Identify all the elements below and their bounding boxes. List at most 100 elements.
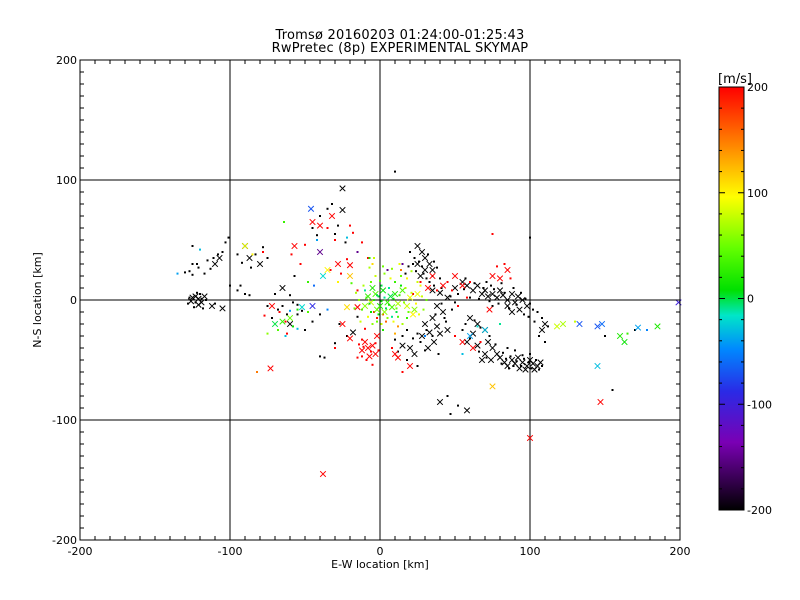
data-point-dot: [337, 224, 339, 227]
data-point-dot: [449, 413, 452, 415]
data-point-x: [523, 302, 531, 310]
data-point-dot: [368, 257, 371, 259]
data-point-dot: [212, 257, 215, 259]
x-tick-label: 200: [670, 545, 691, 558]
data-point-x: [279, 284, 286, 292]
data-point-dot: [254, 253, 257, 256]
data-point-x: [366, 353, 373, 360]
data-point-dot: [337, 281, 339, 283]
data-point-dot: [379, 279, 381, 282]
data-point-dot: [611, 389, 614, 391]
data-point-x: [489, 344, 496, 352]
data-point-dot: [200, 297, 203, 300]
data-point-dot: [421, 265, 423, 268]
data-point-dot: [292, 325, 294, 328]
data-point-x: [459, 338, 466, 346]
data-point-dot: [262, 246, 264, 249]
data-point-x: [216, 254, 223, 262]
data-point-dot: [397, 325, 399, 328]
data-point-dot: [400, 269, 402, 271]
data-point-dot: [451, 289, 453, 292]
y-tick-label: -100: [52, 414, 77, 427]
data-point-x: [373, 332, 381, 340]
data-point-dot: [449, 295, 452, 298]
data-point-dot: [356, 315, 359, 318]
data-point-dot: [410, 291, 413, 294]
data-point-dot: [266, 332, 269, 335]
data-point-dot: [316, 239, 318, 241]
data-point-dot: [188, 296, 191, 299]
data-point-dot: [206, 259, 209, 262]
chart-title: Tromsø 20160203 01:24:00-01:25:43: [275, 28, 525, 43]
data-point-dot: [346, 236, 348, 239]
data-point-dot: [319, 355, 321, 358]
data-point-x: [487, 356, 495, 364]
data-point-dot: [368, 266, 371, 269]
data-point-x: [399, 342, 406, 349]
data-point-x: [418, 332, 426, 340]
data-point-x: [319, 272, 327, 280]
data-point-dot: [485, 281, 488, 283]
data-point-dot: [646, 329, 648, 331]
data-point-dot: [440, 302, 443, 305]
data-point-x: [346, 272, 354, 280]
data-point-x: [478, 356, 486, 364]
data-point-dot: [416, 281, 419, 283]
data-point-dot: [454, 301, 456, 304]
data-point-dot: [281, 305, 284, 307]
data-point-dot: [419, 284, 422, 287]
data-point-x: [519, 359, 526, 366]
data-point-dot: [367, 315, 369, 318]
data-point-x: [504, 296, 511, 304]
data-point-dot: [406, 329, 408, 331]
data-point-dot: [361, 308, 363, 311]
data-point-dot: [497, 302, 500, 305]
data-point-x: [411, 350, 418, 358]
data-point-dot: [392, 320, 395, 323]
data-point-dot: [499, 323, 501, 325]
data-point-x: [429, 266, 436, 274]
data-point-dot: [301, 309, 303, 312]
data-point-x: [241, 242, 249, 250]
data-point-x: [522, 366, 529, 373]
data-point-x: [406, 362, 414, 370]
data-point-dot: [359, 320, 362, 323]
data-point-dot: [286, 313, 288, 316]
data-point-dot: [494, 343, 497, 346]
data-point-x: [358, 347, 366, 354]
data-point-x: [414, 290, 421, 298]
data-point-dot: [388, 303, 390, 306]
data-point-x: [451, 272, 459, 280]
data-point-x: [496, 287, 504, 294]
data-point-x: [429, 314, 436, 322]
x-tick-label: -100: [218, 545, 243, 558]
data-point-x: [387, 293, 394, 300]
data-point-dot: [409, 251, 411, 253]
data-point-dot: [356, 356, 359, 359]
data-point-dot: [376, 320, 378, 323]
data-point-x: [529, 360, 537, 367]
data-point-dot: [464, 323, 467, 325]
data-point-dot: [358, 343, 360, 346]
data-point-x: [508, 308, 516, 316]
data-point-dot: [391, 347, 393, 349]
data-point-dot: [271, 317, 273, 319]
data-point-x: [496, 275, 504, 282]
data-point-dot: [311, 227, 314, 229]
colorbar-label: [m/s]: [718, 72, 752, 87]
data-point-x: [286, 320, 294, 328]
data-point-dot: [406, 359, 408, 361]
data-point-dot: [316, 234, 318, 237]
data-point-x: [426, 260, 433, 268]
data-point-dot: [383, 272, 386, 275]
data-point-x: [474, 342, 481, 349]
data-point-x: [444, 294, 451, 301]
data-point-dot: [374, 342, 377, 345]
data-point-x: [406, 344, 414, 352]
data-point-dot: [415, 270, 417, 273]
data-point-dot: [250, 266, 252, 269]
data-point-dot: [536, 311, 539, 313]
data-point-dot: [193, 306, 195, 309]
data-point-dot: [364, 289, 366, 292]
data-point-dot: [463, 288, 465, 291]
